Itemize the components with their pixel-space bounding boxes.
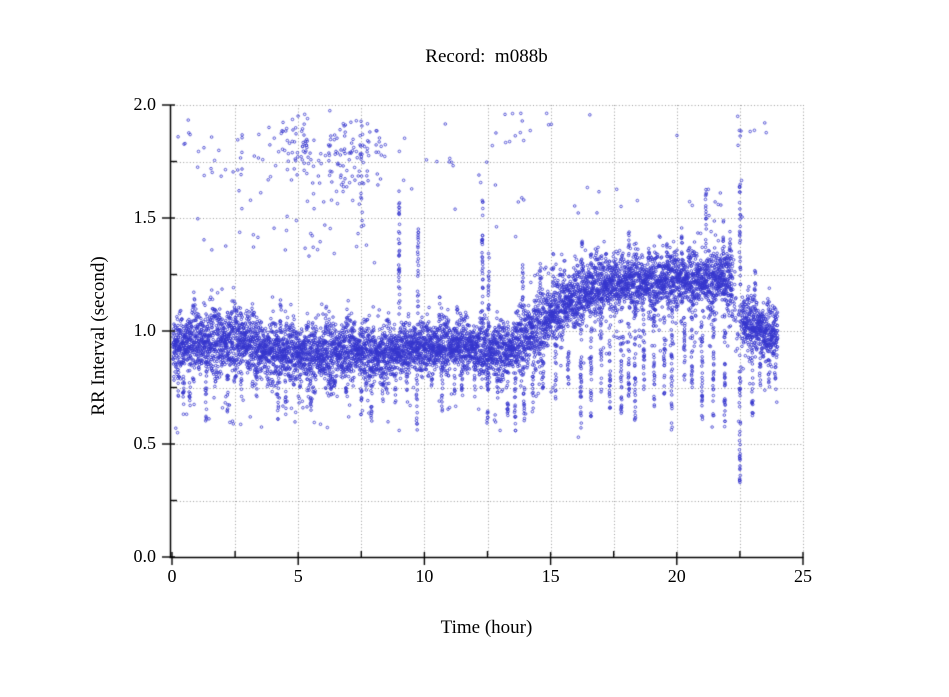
y-tick-label: 2.0 — [133, 94, 157, 114]
x-tick-label: 15 — [541, 566, 560, 586]
y-tick-label: 0.0 — [133, 546, 157, 566]
x-tick-label: 0 — [167, 566, 177, 586]
x-tick-label: 20 — [667, 566, 686, 586]
y-tick-label: 1.0 — [133, 320, 157, 340]
x-tick-label: 5 — [293, 566, 303, 586]
y-tick-label: 1.5 — [133, 207, 157, 227]
x-tick-label: 25 — [794, 566, 812, 586]
x-tick-label: 10 — [415, 566, 434, 586]
y-tick-label: 0.5 — [133, 433, 157, 453]
